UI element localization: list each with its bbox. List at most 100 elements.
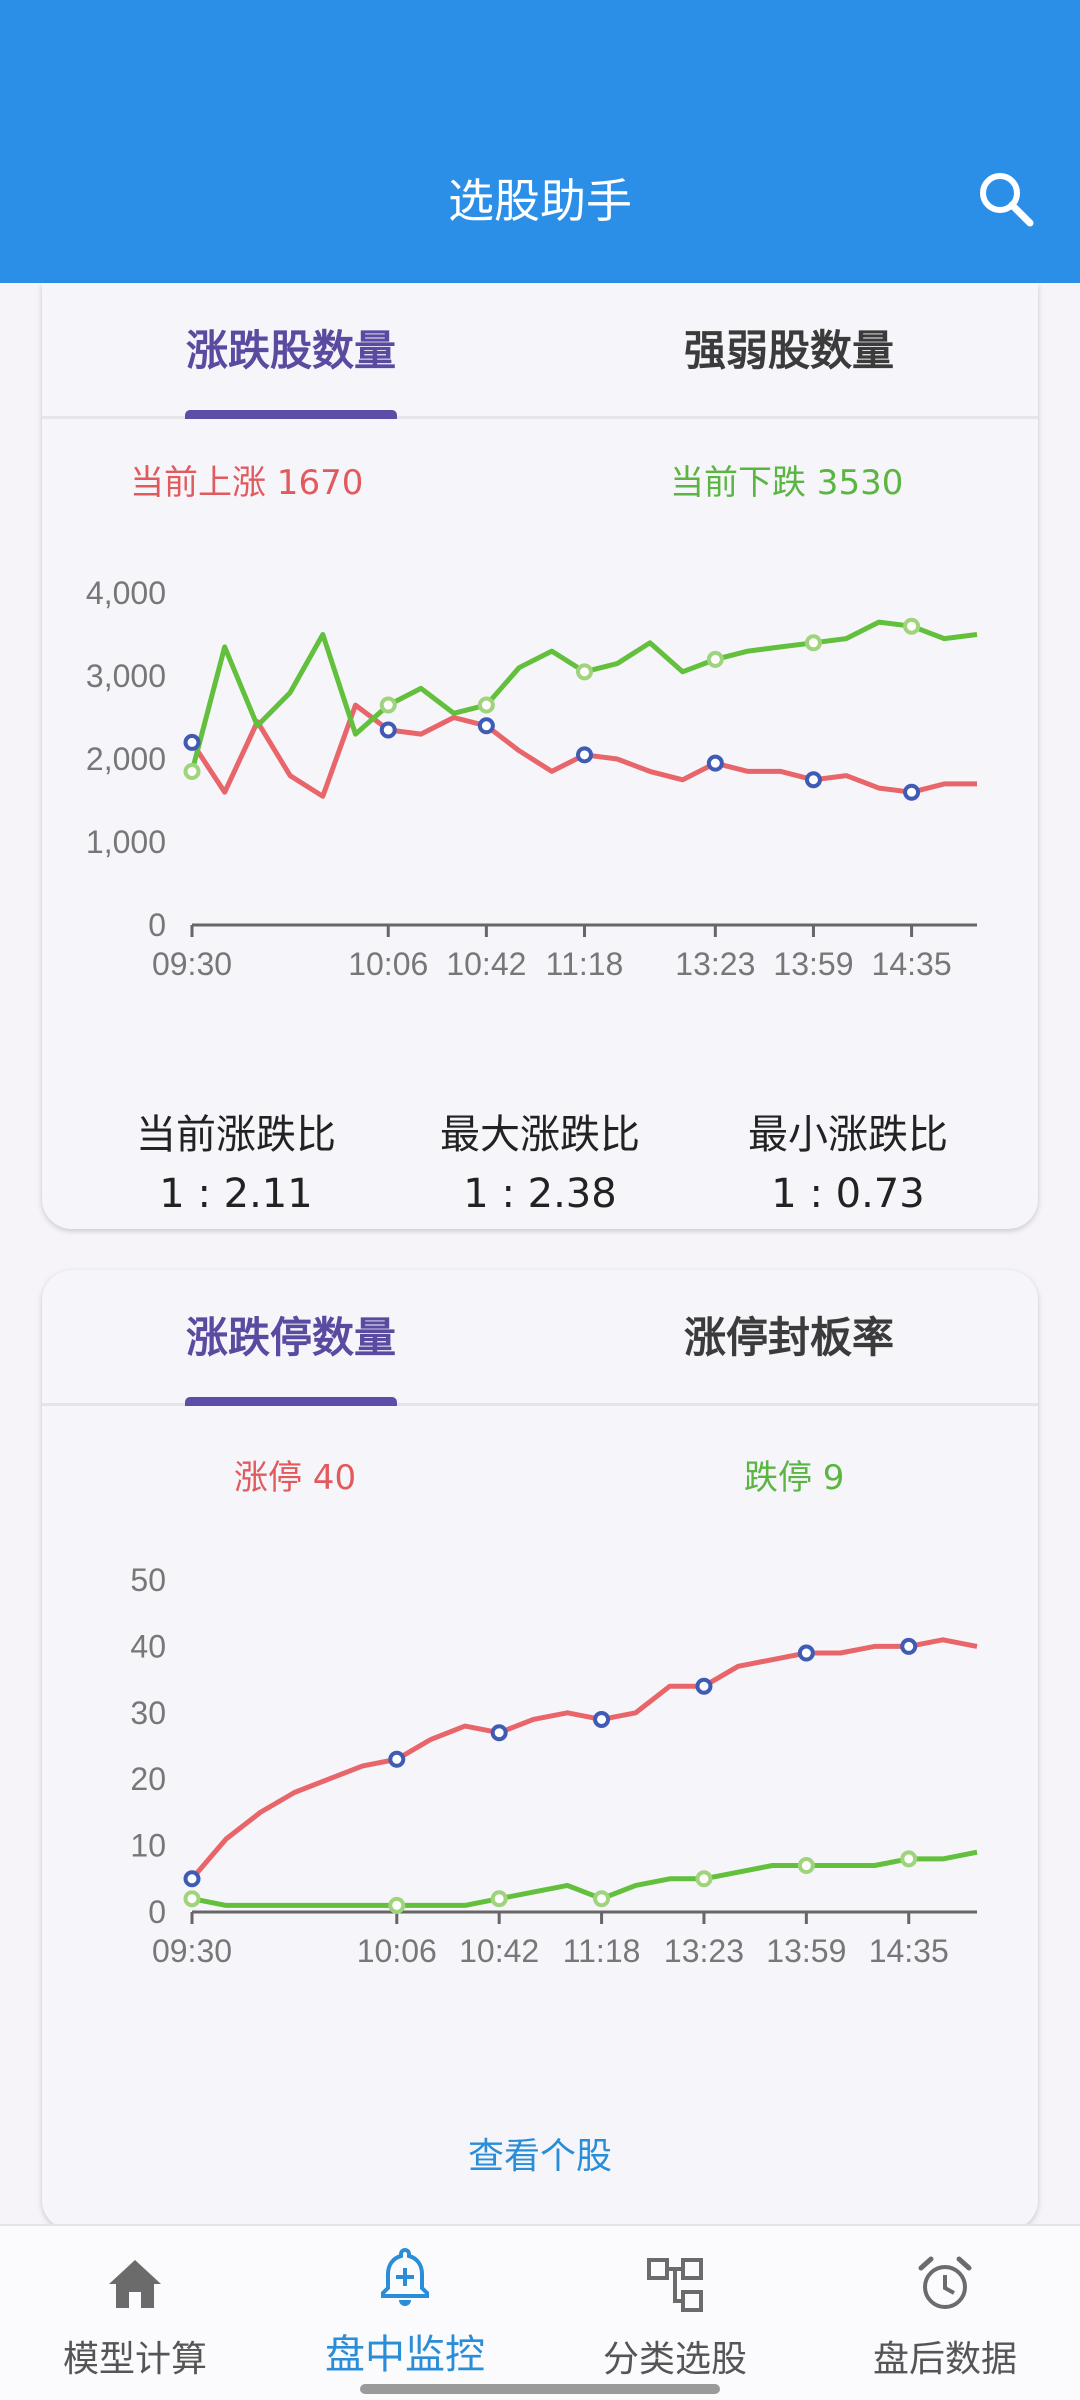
data-point-up xyxy=(477,717,495,735)
x-tick-label: 11:18 xyxy=(563,1933,641,1969)
data-point-up xyxy=(576,746,593,764)
x-tick-label: 09:30 xyxy=(152,1933,232,1969)
y-tick-label: 30 xyxy=(130,1695,166,1731)
y-tick-label: 3,000 xyxy=(86,658,166,694)
data-point-down xyxy=(804,634,822,652)
advance-decline-card: 涨跌股数量 强弱股数量 当前上涨 1670 当前下跌 3530 09:30 10:… xyxy=(42,283,1038,1229)
stat-max-ratio: 最大涨跌比 1 : 2.38 xyxy=(374,1105,706,1223)
stat-current-ratio: 当前涨跌比 1 : 2.11 xyxy=(70,1105,402,1223)
stat-min-ratio: 最小涨跌比 1 : 0.73 xyxy=(682,1105,1014,1223)
tab-indicator xyxy=(185,410,397,419)
stat-value: 1 : 2.11 xyxy=(159,1171,313,1217)
bell-plus-icon xyxy=(381,2247,429,2306)
y-tick-label: 2,000 xyxy=(86,741,166,777)
stat-label: 最小涨跌比 xyxy=(748,1112,948,1158)
x-tick-label: 14:35 xyxy=(869,1933,949,1969)
tab-limit-count[interactable]: 涨跌停数量 xyxy=(185,1313,396,1362)
legend-up: 当前上涨 1670 xyxy=(130,463,364,503)
data-point-down xyxy=(706,650,724,668)
data-point-up xyxy=(183,1870,201,1888)
series-line-limit-up xyxy=(190,1637,978,1881)
nav-item-monitor[interactable]: 盘中监控 xyxy=(270,2226,540,2400)
y-tick-label: 0 xyxy=(148,1894,166,1930)
stat-label: 最大涨跌比 xyxy=(440,1112,640,1158)
hierarchy-icon xyxy=(647,2258,703,2312)
app-bar: 选股助手 xyxy=(0,0,1080,283)
alarm-clock-icon xyxy=(918,2256,972,2309)
nav-label: 模型计算 xyxy=(62,2339,207,2380)
limit-up-down-card: 涨跌停数量 涨停封板率 涨停 40 跌停 9 09:30 10:06 10:42 11… xyxy=(42,1270,1038,2230)
data-point-down xyxy=(695,1870,713,1888)
data-point-up xyxy=(706,754,724,772)
x-tick-label: 11:18 xyxy=(546,946,624,982)
data-point-up xyxy=(903,783,921,801)
y-tick-label: 4,000 xyxy=(86,575,166,611)
data-point-up xyxy=(379,721,397,739)
data-point-down xyxy=(593,1890,611,1908)
x-tick-label: 13:59 xyxy=(773,946,853,982)
legend-limit-up: 涨停 40 xyxy=(234,1458,357,1498)
x-tick-label: 13:23 xyxy=(664,1933,744,1969)
data-point-down xyxy=(183,1890,201,1908)
data-point-up xyxy=(797,1644,815,1662)
bottom-navigation: 模型计算 盘中监控 分类选股 盘后数据 xyxy=(0,2224,1080,2400)
data-point-down xyxy=(388,1896,406,1914)
x-tick-label: 14:35 xyxy=(872,946,952,982)
data-point-up xyxy=(593,1710,611,1728)
x-tick-label: 09:30 xyxy=(152,946,232,982)
x-tick-label: 10:06 xyxy=(357,1933,437,1969)
nav-label: 盘后数据 xyxy=(872,2339,1017,2380)
nav-item-category[interactable]: 分类选股 xyxy=(540,2226,810,2400)
y-tick-label: 50 xyxy=(130,1562,166,1598)
y-tick-label: 0 xyxy=(148,907,166,943)
y-tick-label: 1,000 xyxy=(86,824,166,860)
data-point-up xyxy=(388,1750,406,1768)
nav-item-model[interactable]: 模型计算 xyxy=(0,2226,270,2400)
x-tick-label: 13:23 xyxy=(675,946,755,982)
series-line-limit-down xyxy=(191,1849,978,1908)
data-point-up xyxy=(900,1637,918,1655)
search-button[interactable] xyxy=(975,168,1037,230)
view-stocks-link[interactable]: 查看个股 xyxy=(467,2136,612,2177)
tab-strong-weak-count[interactable]: 强弱股数量 xyxy=(683,326,894,375)
data-point-up xyxy=(183,733,201,751)
data-point-up xyxy=(490,1724,508,1742)
stat-value: 1 : 2.38 xyxy=(463,1171,617,1217)
y-tick-label: 10 xyxy=(130,1828,166,1864)
data-point-down xyxy=(379,696,397,714)
data-point-down xyxy=(797,1857,815,1875)
home-indicator[interactable] xyxy=(360,2384,720,2394)
legend-limit-down: 跌停 9 xyxy=(744,1458,845,1498)
x-tick-label: 10:42 xyxy=(459,1933,539,1969)
legend-down: 当前下跌 3530 xyxy=(670,463,904,503)
stat-value: 1 : 0.73 xyxy=(771,1171,925,1217)
y-tick-label: 40 xyxy=(130,1628,166,1664)
nav-item-after-market[interactable]: 盘后数据 xyxy=(810,2226,1080,2400)
data-point-down xyxy=(576,663,593,681)
page-title: 选股助手 xyxy=(448,174,632,228)
ratio-stats: 当前涨跌比 1 : 2.11 最大涨跌比 1 : 2.38 最小涨跌比 1 : … xyxy=(42,1105,1038,1225)
y-tick-label: 20 xyxy=(130,1761,166,1797)
search-icon xyxy=(980,173,1034,227)
x-tick-label: 10:06 xyxy=(348,946,428,982)
tab-seal-rate[interactable]: 涨停封板率 xyxy=(683,1313,894,1362)
stat-label: 当前涨跌比 xyxy=(136,1112,336,1158)
card2-tabs: 涨跌停数量 涨停封板率 xyxy=(42,1270,1038,1406)
advance-decline-chart: 09:30 10:06 10:42 11:18 13:23 13:59 14:35 0 1,00… xyxy=(86,575,978,982)
x-tick-label: 10:42 xyxy=(446,946,526,982)
data-point-down xyxy=(183,762,201,780)
data-point-down xyxy=(490,1890,508,1908)
tab-advance-decline-count[interactable]: 涨跌股数量 xyxy=(185,326,396,375)
limit-up-down-chart: 09:30 10:06 10:42 11:18 13:23 13:59 14:35 0 10 20… xyxy=(130,1562,978,1969)
x-tick-label: 13:59 xyxy=(766,1933,846,1969)
data-point-down xyxy=(903,617,921,635)
nav-label: 分类选股 xyxy=(602,2339,747,2380)
nav-label: 盘中监控 xyxy=(325,2332,485,2378)
tab-indicator xyxy=(185,1397,397,1406)
card1-tabs: 涨跌股数量 强弱股数量 xyxy=(42,283,1038,419)
data-point-down xyxy=(900,1850,918,1868)
data-point-down xyxy=(477,696,495,714)
data-point-up xyxy=(695,1677,713,1695)
home-icon xyxy=(109,2260,161,2308)
data-point-up xyxy=(804,771,822,789)
